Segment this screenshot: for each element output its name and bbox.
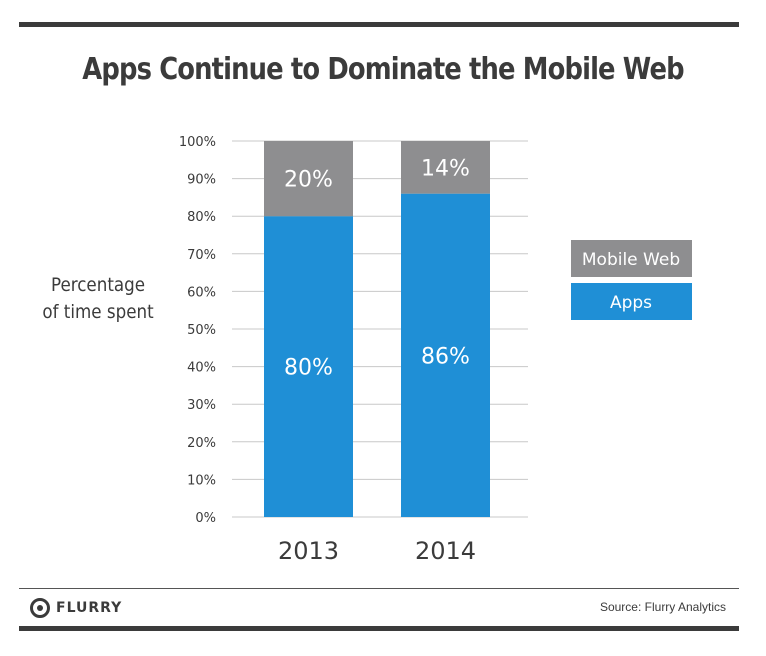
top-rule (19, 22, 739, 27)
flurry-logo: FLURRY (30, 596, 122, 620)
y-axis-label-line-1: Percentage (50, 274, 146, 296)
bar-mobile-web-2013 (264, 141, 353, 217)
data-label: 14% (421, 156, 470, 181)
y-tick-label: 70% (187, 248, 216, 263)
y-tick-label: 80% (187, 210, 216, 225)
y-tick-label: 10% (187, 473, 216, 488)
y-tick-label: 50% (187, 323, 216, 338)
bar-apps-2014 (401, 193, 490, 517)
legend-swatch-apps (571, 283, 692, 320)
y-tick-label: 60% (187, 285, 216, 300)
chart-title: Apps Continue to Dominate the Mobile Web (82, 52, 684, 87)
data-label: 86% (421, 344, 470, 369)
flurry-logo-icon (30, 598, 50, 618)
y-tick-label: 0% (195, 511, 216, 526)
bar-apps-2013 (264, 216, 353, 517)
bar-mobile-web-2014 (401, 141, 490, 194)
y-tick-label: 90% (187, 173, 216, 188)
x-tick-label: 2014 (415, 537, 476, 565)
source-note: Source: Flurry Analytics (599, 600, 726, 614)
y-tick-label: 30% (187, 398, 216, 413)
data-label: 80% (284, 356, 333, 381)
bottom-rule (19, 626, 739, 631)
y-axis-label: Percentage of time spent (36, 272, 159, 326)
y-tick-label: 40% (187, 361, 216, 376)
legend-label-mobile-web: Mobile Web (582, 250, 680, 270)
data-label: 20% (284, 168, 333, 193)
footer-rule (19, 588, 739, 589)
legend-swatch-mobile-web (571, 240, 692, 277)
flurry-logo-text: FLURRY (56, 600, 123, 616)
y-tick-label: 100% (179, 135, 216, 150)
y-axis-label-line-2: of time spent (42, 301, 154, 323)
x-tick-label: 2013 (278, 537, 339, 565)
legend-label-apps: Apps (610, 293, 652, 313)
y-tick-label: 20% (187, 436, 216, 451)
